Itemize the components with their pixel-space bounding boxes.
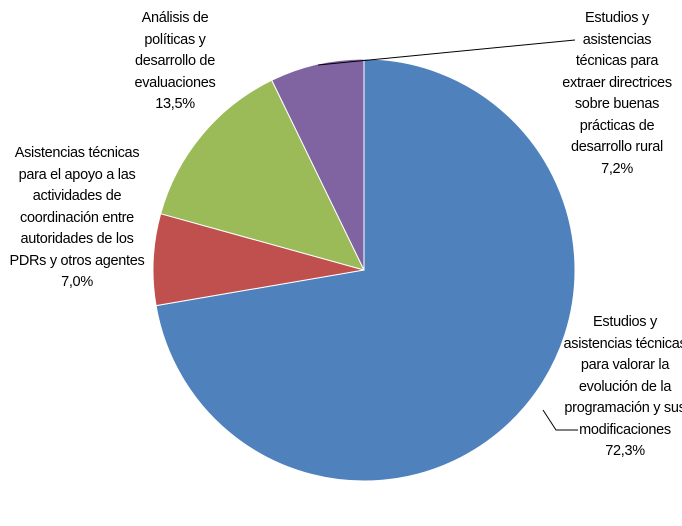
pie-slice xyxy=(155,58,576,482)
value-label: 72,3% xyxy=(605,443,645,459)
slice-label: Estudios y asistencias técnicas para val… xyxy=(563,312,682,463)
value-label: 7,2% xyxy=(601,160,633,177)
category-label: Asistencias técnicas para el apoyo a las… xyxy=(9,145,145,269)
slice-label: Estudios y asistencias técnicas para ext… xyxy=(561,8,673,180)
slice-label: Análisis de políticas y desarrollo de ev… xyxy=(119,8,231,116)
leader-line xyxy=(317,39,576,66)
category-label: Análisis de políticas y desarrollo de ev… xyxy=(134,10,216,91)
category-label: Estudios y asistencias técnicas para val… xyxy=(563,314,682,438)
category-label: Estudios y asistencias técnicas para ext… xyxy=(562,10,672,155)
slice-label: Asistencias técnicas para el apoyo a las… xyxy=(2,143,152,294)
value-label: 13,5% xyxy=(155,96,195,112)
value-label: 7,0% xyxy=(61,274,93,290)
pie-slice xyxy=(271,58,365,271)
leader-line xyxy=(542,409,578,431)
pie-slice xyxy=(160,79,365,271)
